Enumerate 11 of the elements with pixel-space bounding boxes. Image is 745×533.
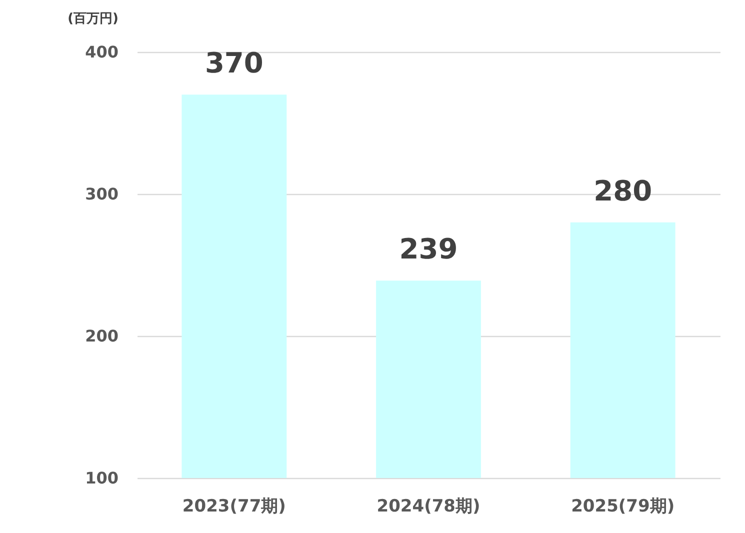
y-axis-title: (百万円) bbox=[68, 12, 118, 26]
data-label: 370 bbox=[204, 46, 264, 80]
data-label: 280 bbox=[594, 174, 652, 208]
y-tick-label: 300 bbox=[85, 184, 118, 204]
y-tick-label: 400 bbox=[85, 42, 118, 62]
y-tick-label: 100 bbox=[85, 468, 118, 488]
y-tick-label: 200 bbox=[85, 326, 118, 346]
data-label: 239 bbox=[399, 232, 458, 266]
x-tick-label: 2025(79期) bbox=[571, 496, 675, 516]
x-tick-label: 2024(78期) bbox=[376, 496, 480, 516]
x-tick-label: 2023(77期) bbox=[182, 496, 286, 516]
